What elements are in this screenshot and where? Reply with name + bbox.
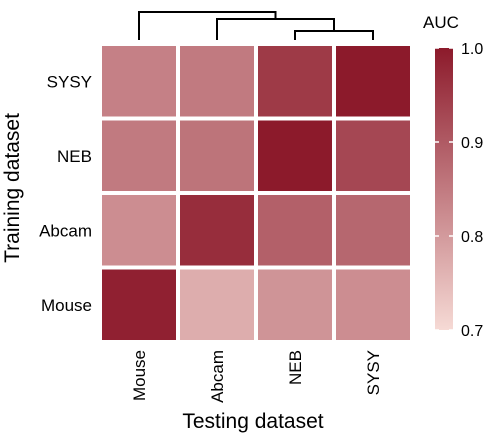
heatmap-cell-mouse-sysy — [336, 269, 410, 340]
heatmap-cell-neb-sysy — [336, 120, 410, 191]
column-label-neb: NEB — [286, 350, 305, 385]
colorbar-tick-label: 1.0 — [461, 41, 483, 58]
x-axis-title: Testing dataset — [182, 410, 323, 433]
colorbar: AUC 0.7 0.8 0.9 1.0 — [423, 13, 483, 340]
colorbar-tick-label: 0.7 — [461, 323, 483, 340]
heatmap-cell-neb-abcam — [180, 120, 254, 191]
heatmap-cell-sysy-mouse — [102, 46, 176, 117]
heatmap-cell-abcam-neb — [258, 195, 332, 266]
heatmap-cell-neb-neb — [258, 120, 332, 191]
heatmap-cell-abcam-sysy — [336, 195, 410, 266]
y-axis-title: Training dataset — [1, 113, 24, 263]
column-label-mouse: Mouse — [130, 350, 149, 401]
heatmap-cell-mouse-neb — [258, 269, 332, 340]
colorbar-gradient — [435, 48, 453, 330]
column-dendrogram — [138, 11, 374, 40]
heatmap-cell-sysy-abcam — [180, 46, 254, 117]
heatmap-cells — [102, 46, 410, 340]
row-labels: SYSY NEB Abcam Mouse — [39, 72, 92, 315]
row-label-neb: NEB — [57, 147, 92, 166]
column-label-sysy: SYSY — [364, 350, 383, 395]
row-label-mouse: Mouse — [41, 296, 92, 315]
heatmap-cell-abcam-abcam — [180, 195, 254, 266]
heatmap-cell-sysy-sysy — [336, 46, 410, 117]
row-label-sysy: SYSY — [47, 72, 92, 91]
heatmap-cell-abcam-mouse — [102, 195, 176, 266]
colorbar-tick-label: 0.9 — [461, 135, 483, 152]
heatmap-cell-neb-mouse — [102, 120, 176, 191]
heatmap-cell-mouse-mouse — [102, 269, 176, 340]
dendrogram-branch-neb-sysy — [294, 30, 374, 40]
dendrogram-branch-mouse — [138, 11, 277, 40]
column-labels: Mouse Abcam NEB SYSY — [130, 350, 383, 403]
colorbar-tick-label: 0.8 — [461, 229, 483, 246]
dendrogram-branch-abcam — [216, 18, 335, 40]
row-label-abcam: Abcam — [39, 221, 92, 240]
heatmap-cell-sysy-neb — [258, 46, 332, 117]
colorbar-title: AUC — [423, 13, 459, 32]
heatmap-cell-mouse-abcam — [180, 269, 254, 340]
column-label-abcam: Abcam — [208, 350, 227, 403]
